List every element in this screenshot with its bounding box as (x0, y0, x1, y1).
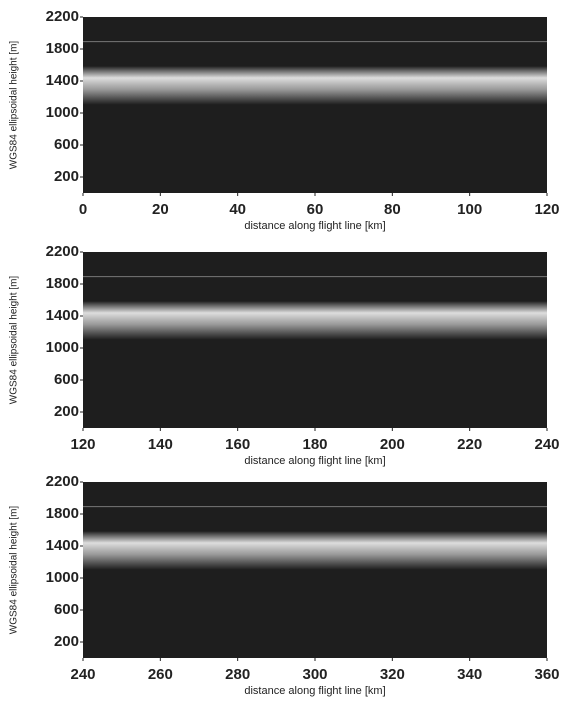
y-tick-label: 600 (54, 371, 79, 388)
x-tick-label: 80 (384, 201, 401, 218)
y-tick-label: 1800 (46, 40, 79, 57)
x-tick-label: 320 (380, 666, 405, 683)
x-tick-label: 20 (152, 201, 169, 218)
x-tick-label: 160 (225, 436, 250, 453)
x-tick-label: 340 (457, 666, 482, 683)
surface-band (83, 301, 547, 340)
x-tick-label: 220 (457, 436, 482, 453)
y-tick-label: 1400 (46, 72, 79, 89)
y-tick-label: 200 (54, 168, 79, 185)
x-tick-label: 180 (302, 436, 327, 453)
y-tick-label: 2200 (46, 243, 79, 260)
y-tick-label: 1400 (46, 537, 79, 554)
x-tick-label: 40 (229, 201, 246, 218)
y-axis-label: WGS84 ellipsoidal height [m] (9, 41, 20, 170)
y-tick-label: 1000 (46, 339, 79, 356)
surface-band (83, 66, 547, 105)
x-tick-label: 280 (225, 666, 250, 683)
y-tick-label: 600 (54, 601, 79, 618)
x-tick-label: 100 (457, 201, 482, 218)
x-tick-label: 200 (380, 436, 405, 453)
x-tick-label: 240 (534, 436, 559, 453)
y-tick-label: 1800 (46, 505, 79, 522)
x-axis-label: distance along flight line [km] (244, 685, 385, 697)
x-tick-label: 120 (534, 201, 559, 218)
y-tick-label: 200 (54, 403, 79, 420)
y-tick-label: 600 (54, 136, 79, 153)
y-tick-label: 2200 (46, 8, 79, 25)
x-tick-label: 360 (534, 666, 559, 683)
y-tick-label: 1800 (46, 275, 79, 292)
y-axis-label: WGS84 ellipsoidal height [m] (9, 506, 20, 635)
x-tick-label: 140 (148, 436, 173, 453)
x-tick-label: 240 (70, 666, 95, 683)
y-tick-label: 1000 (46, 569, 79, 586)
x-tick-label: 300 (302, 666, 327, 683)
x-tick-label: 60 (307, 201, 324, 218)
x-tick-label: 0 (79, 201, 87, 218)
x-tick-label: 120 (70, 436, 95, 453)
y-tick-label: 2200 (46, 473, 79, 490)
y-tick-label: 200 (54, 633, 79, 650)
x-tick-label: 260 (148, 666, 173, 683)
x-axis-label: distance along flight line [km] (244, 455, 385, 467)
surface-band (83, 531, 547, 570)
y-tick-label: 1000 (46, 104, 79, 121)
x-axis-label: distance along flight line [km] (244, 220, 385, 232)
y-axis-label: WGS84 ellipsoidal height [m] (9, 276, 20, 405)
y-tick-label: 1400 (46, 307, 79, 324)
